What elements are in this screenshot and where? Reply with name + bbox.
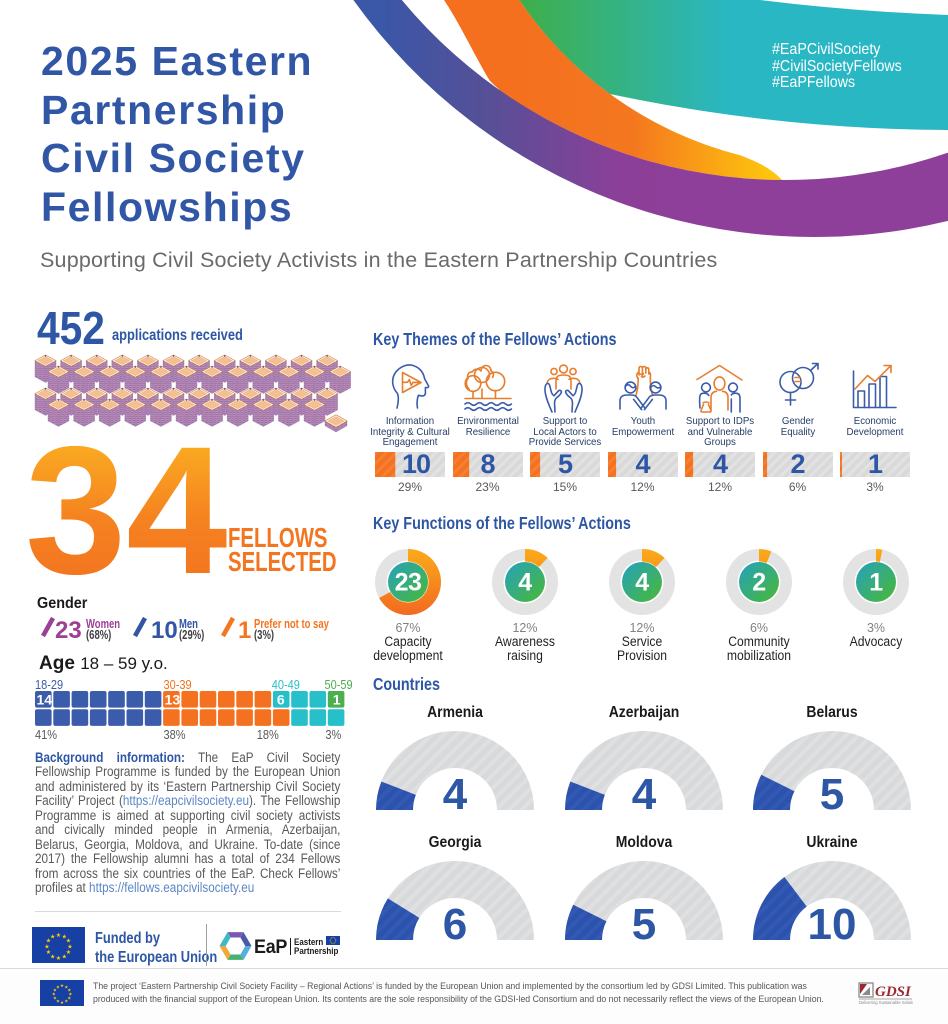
svg-text:★: ★	[67, 996, 71, 1001]
svg-text:1: 1	[869, 569, 883, 597]
svg-text:★: ★	[60, 1000, 64, 1005]
svg-text:23: 23	[395, 569, 422, 597]
svg-text:6: 6	[277, 692, 285, 708]
svg-text:★: ★	[67, 943, 72, 950]
svg-text:★: ★	[62, 933, 67, 940]
svg-text:★: ★	[56, 999, 60, 1004]
svg-text:★: ★	[56, 932, 61, 939]
svg-text:★: ★	[44, 943, 49, 950]
svg-text:★: ★	[56, 984, 60, 989]
svg-text:★: ★	[68, 991, 72, 996]
svg-text:★: ★	[53, 996, 57, 1001]
svg-text:★: ★	[67, 987, 71, 992]
svg-text:GDSI: GDSI	[875, 984, 912, 1000]
svg-text:★: ★	[60, 983, 64, 988]
svg-text:14: 14	[37, 692, 53, 708]
svg-text:4: 4	[635, 569, 649, 597]
svg-text:★: ★	[52, 991, 56, 996]
svg-text:★: ★	[46, 938, 51, 945]
svg-text:★: ★	[56, 955, 61, 962]
svg-text:2: 2	[752, 569, 765, 597]
svg-text:★: ★	[62, 953, 67, 960]
svg-text:★: ★	[66, 938, 71, 945]
svg-text:★: ★	[64, 984, 68, 989]
svg-text:1: 1	[333, 692, 341, 708]
svg-text:13: 13	[165, 692, 181, 708]
svg-text:★: ★	[50, 933, 55, 940]
svg-text:★: ★	[64, 999, 68, 1004]
svg-text:★: ★	[53, 987, 57, 992]
svg-text:Delivering Sustainable Solutio: Delivering Sustainable Solutions	[859, 1000, 913, 1005]
svg-text:★: ★	[50, 953, 55, 960]
svg-text:★: ★	[46, 949, 51, 956]
svg-text:4: 4	[518, 569, 532, 597]
svg-text:★: ★	[66, 949, 71, 956]
